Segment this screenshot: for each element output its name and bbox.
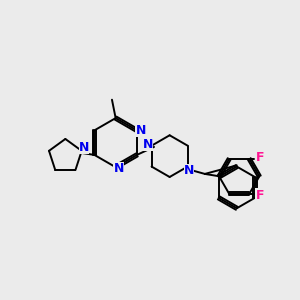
Text: F: F bbox=[256, 188, 264, 202]
Text: N: N bbox=[135, 124, 146, 137]
Text: F: F bbox=[256, 151, 264, 164]
Text: N: N bbox=[143, 138, 153, 151]
Text: N: N bbox=[79, 141, 89, 154]
Text: N: N bbox=[113, 162, 124, 175]
Text: N: N bbox=[184, 164, 194, 178]
